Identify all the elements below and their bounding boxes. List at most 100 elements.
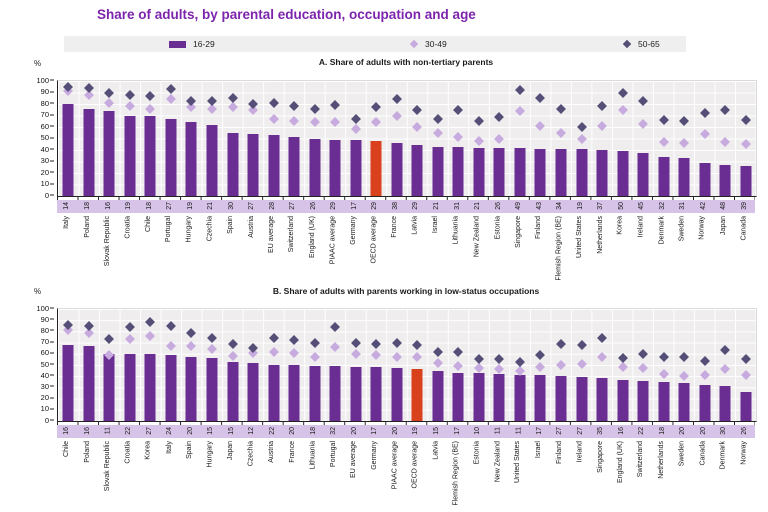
bar-16-29-ireland [637, 153, 649, 196]
value-label-canada: 20 [699, 427, 707, 435]
value-label-chile: 16 [63, 427, 71, 435]
bar-16-29-netherlands [658, 381, 670, 421]
diamond-30-49-united-states [514, 365, 525, 376]
value-label-latvia: 29 [412, 202, 420, 210]
y-tick-label-60: 60 [40, 121, 49, 131]
category-label-italy: Italy [165, 441, 173, 454]
panel-a-value-strip: 14 18 16 19 18 27 19 21 30 27 28 27 26 29 17 29 38 29 21 31… [57, 200, 755, 213]
diamond-30-49-portugal [165, 94, 176, 105]
category-label-england-uk: England (UK) [309, 216, 317, 259]
bar-16-29-austria [268, 365, 280, 421]
panel-b-x-ticks [57, 421, 755, 425]
bar-16-29-new-zealand [473, 147, 485, 196]
bar-16-29-poland [83, 108, 95, 196]
value-label-slovak-republic: 11 [104, 427, 112, 435]
value-label-germany: 17 [371, 427, 379, 435]
value-label-hungary: 15 [206, 427, 214, 435]
diamond-light-icon [409, 39, 419, 49]
diamond-50-65-united-states [514, 356, 525, 367]
diamond-50-65-lithuania [453, 104, 464, 115]
bar-16-29-hungary [185, 122, 197, 196]
y-tick-label-30: 30 [40, 381, 49, 391]
category-label-canada: Canada [740, 216, 748, 241]
diamond-30-49-new-zealand [494, 364, 505, 375]
bar-16-29-singapore [596, 378, 608, 421]
y-tick-label-70: 70 [40, 110, 49, 119]
value-label-spain: 20 [186, 427, 194, 435]
diamond-30-49-korea [617, 104, 628, 115]
bar-16-29-czechia [206, 124, 218, 196]
category-label-new-zealand: New Zealand [473, 216, 481, 258]
category-label-germany: Germany [350, 216, 358, 245]
diamond-50-65-germany [350, 114, 361, 124]
legend-item-50-65: 50-65 [622, 39, 660, 49]
category-label-france: France [288, 441, 296, 463]
diamond-30-49-chile [145, 103, 156, 114]
diamond-50-65-poland [83, 320, 94, 331]
category-label-chile: Chile [62, 441, 70, 457]
value-label-new-zealand: 11 [494, 427, 502, 435]
bar-16-29-germany [350, 139, 362, 196]
diamond-30-49-estonia [494, 133, 505, 144]
value-label-israel: 17 [535, 427, 543, 435]
diamond-50-65-portugal [330, 321, 341, 332]
diamond-30-49-flemish-region-be [453, 361, 464, 372]
value-label-sweden: 20 [679, 427, 687, 435]
y-tick-label-90: 90 [40, 87, 49, 96]
diamond-30-49-sweden [679, 371, 690, 382]
category-label-czechia: Czechia [247, 441, 255, 467]
bar-16-29-netherlands [596, 150, 608, 196]
value-label-oecd-average: 29 [371, 202, 379, 210]
diamond-50-65-lithuania [309, 337, 320, 348]
value-label-ireland: 45 [638, 202, 646, 210]
diamond-30-49-switzerland [638, 363, 649, 374]
panel-b-y-axis: 100 90 80 70 60 50 40 30 20 10 0 [28, 304, 54, 425]
diamond-30-49-austria [268, 346, 279, 357]
category-label-finland: Finland [534, 216, 542, 239]
diamond-50-65-england-uk [309, 103, 320, 114]
category-label-spain: Spain [185, 441, 193, 459]
bar-16-29-piaac-average [391, 368, 403, 421]
diamond-50-65-piaac-average [330, 100, 341, 111]
value-label-croatia: 19 [124, 202, 132, 210]
category-label-ireland: Ireland [637, 216, 645, 238]
bar-16-29-korea [617, 151, 629, 196]
diamond-50-65-croatia [124, 89, 135, 100]
diamond-30-49-england-uk [309, 117, 320, 128]
diamond-50-65-sweden [679, 352, 690, 363]
bar-16-29-finland [555, 376, 567, 421]
bar-16-29-portugal [165, 118, 177, 196]
diamond-30-49-flemish-region-be [556, 127, 566, 138]
diamond-50-65-france [391, 94, 402, 105]
y-tick-mark [50, 318, 54, 320]
diamond-50-65-norway [740, 354, 751, 365]
diamond-50-65-new-zealand [494, 354, 505, 365]
category-label-lithuania: Lithuania [309, 441, 317, 470]
category-label-chile: Chile [144, 216, 152, 232]
bar-16-29-slovak-republic [103, 110, 115, 196]
y-tick-label-100: 100 [36, 75, 49, 85]
diamond-50-65-eu-average [350, 337, 361, 348]
category-label-england-uk: England (UK) [617, 441, 625, 484]
diamond-30-49-croatia [124, 101, 135, 112]
diamond-30-49-france [289, 347, 300, 358]
bar-16-29-united-states [514, 375, 526, 421]
bar-16-29-switzerland [288, 137, 300, 196]
diamond-30-49-germany [371, 349, 382, 360]
diamond-30-49-ireland [576, 358, 587, 369]
bar-16-29-chile [144, 115, 156, 196]
y-tick-label-50: 50 [40, 359, 49, 369]
category-label-poland: Poland [83, 216, 91, 238]
diamond-30-49-israel [535, 362, 546, 373]
value-label-chile: 18 [145, 202, 153, 210]
category-label-piaac-average: PIAAC average [391, 441, 399, 490]
diamond-30-49-singapore [597, 352, 607, 363]
y-tick-label-0: 0 [44, 415, 49, 425]
bar-16-29-spain [185, 357, 197, 421]
y-tick-mark [50, 363, 54, 365]
legend-item-16-29: 16-29 [169, 39, 215, 49]
value-label-switzerland: 27 [289, 202, 297, 210]
diamond-30-49-finland [556, 360, 566, 370]
diamond-50-65-korea [617, 87, 628, 98]
value-label-austria: 27 [248, 202, 256, 210]
